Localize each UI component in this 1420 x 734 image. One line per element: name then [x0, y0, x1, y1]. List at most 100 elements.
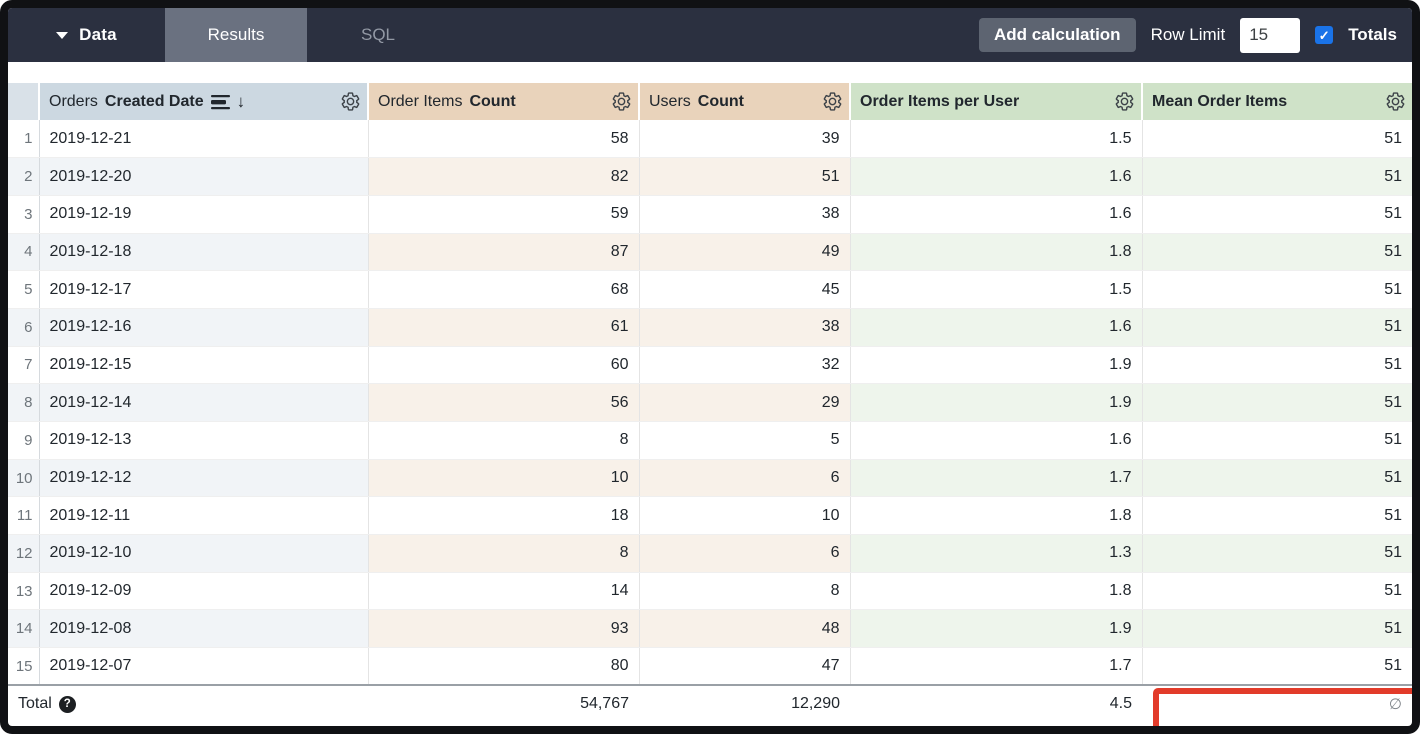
cell-date[interactable]: 2019-12-09 — [39, 572, 369, 611]
help-icon[interactable]: ? — [58, 695, 76, 713]
cell-date[interactable]: 2019-12-14 — [39, 383, 369, 422]
cell-users-count[interactable]: 5 — [639, 421, 851, 460]
cell-date[interactable]: 2019-12-12 — [39, 459, 369, 498]
column-header-order-items-count[interactable]: Order Items Count — [368, 83, 640, 120]
cell-order-items-count[interactable]: 68 — [368, 270, 640, 309]
cell-mean-order-items[interactable]: 51 — [1142, 421, 1412, 460]
cell-mean-order-items[interactable]: 51 — [1142, 308, 1412, 347]
cell-date[interactable]: 2019-12-16 — [39, 308, 369, 347]
cell-date[interactable]: 2019-12-15 — [39, 346, 369, 385]
cell-order-items-per-user[interactable]: 1.6 — [850, 195, 1143, 234]
cell-date[interactable]: 2019-12-11 — [39, 496, 369, 536]
cell-mean-order-items[interactable]: 51 — [1142, 270, 1412, 309]
cell-users-count[interactable]: 8 — [639, 572, 851, 611]
cell-users-count[interactable]: 10 — [639, 496, 851, 536]
cell-order-items-count[interactable]: 60 — [368, 346, 640, 385]
cell-order-items-per-user[interactable]: 1.9 — [850, 346, 1143, 385]
cell-users-count[interactable]: 38 — [639, 195, 851, 234]
toolbar-table-gap — [8, 62, 1412, 83]
totals-checkbox[interactable]: ✓ — [1315, 26, 1334, 44]
add-calculation-button[interactable]: Add calculation — [978, 18, 1136, 52]
cell-users-count[interactable]: 6 — [639, 534, 851, 573]
cell-date[interactable]: 2019-12-08 — [39, 609, 369, 649]
cell-order-items-per-user[interactable]: 1.5 — [850, 270, 1143, 309]
column-header-orders-created-date[interactable]: Orders Created Date ↓ — [39, 83, 369, 120]
row-number: 5 — [8, 270, 40, 309]
cell-mean-order-items[interactable]: 51 — [1142, 534, 1412, 573]
gear-icon[interactable] — [611, 91, 632, 112]
gear-icon[interactable] — [1114, 91, 1135, 112]
cell-users-count[interactable]: 29 — [639, 383, 851, 422]
cell-order-items-per-user[interactable]: 1.9 — [850, 609, 1143, 649]
column-header-users-count[interactable]: Users Count — [639, 83, 851, 120]
cell-order-items-count[interactable]: 10 — [368, 459, 640, 498]
cell-users-count[interactable]: 39 — [639, 120, 851, 159]
cell-order-items-count[interactable]: 8 — [368, 421, 640, 460]
tab-results[interactable]: Results — [165, 8, 307, 62]
cell-users-count[interactable]: 38 — [639, 308, 851, 347]
cell-users-count[interactable]: 32 — [639, 346, 851, 385]
cell-mean-order-items[interactable]: 51 — [1142, 233, 1412, 272]
sort-desc-arrow-icon: ↓ — [236, 91, 246, 111]
cell-date[interactable]: 2019-12-10 — [39, 534, 369, 573]
cell-order-items-count[interactable]: 80 — [368, 647, 640, 686]
cell-users-count[interactable]: 45 — [639, 270, 851, 309]
cell-order-items-per-user[interactable]: 1.6 — [850, 421, 1143, 460]
cell-users-count[interactable]: 48 — [639, 609, 851, 649]
cell-order-items-per-user[interactable]: 1.8 — [850, 496, 1143, 536]
cell-mean-order-items[interactable]: 51 — [1142, 157, 1412, 196]
cell-order-items-count[interactable]: 56 — [368, 383, 640, 422]
cell-order-items-per-user[interactable]: 1.6 — [850, 157, 1143, 196]
cell-date[interactable]: 2019-12-17 — [39, 270, 369, 309]
gear-icon[interactable] — [822, 91, 843, 112]
gear-icon[interactable] — [340, 91, 361, 112]
cell-date[interactable]: 2019-12-21 — [39, 120, 369, 159]
cell-order-items-count[interactable]: 87 — [368, 233, 640, 272]
cell-mean-order-items[interactable]: 51 — [1142, 346, 1412, 385]
cell-order-items-count[interactable]: 59 — [368, 195, 640, 234]
cell-mean-order-items[interactable]: 51 — [1142, 572, 1412, 611]
cell-order-items-count[interactable]: 93 — [368, 609, 640, 649]
cell-order-items-count[interactable]: 8 — [368, 534, 640, 573]
cell-mean-order-items[interactable]: 51 — [1142, 496, 1412, 536]
table-row: 14 2019-12-08 93 48 1.9 51 — [8, 609, 1412, 649]
cell-order-items-per-user[interactable]: 1.8 — [850, 572, 1143, 611]
column-view-label: Users — [649, 92, 691, 110]
cell-order-items-per-user[interactable]: 1.6 — [850, 308, 1143, 347]
cell-date[interactable]: 2019-12-18 — [39, 233, 369, 272]
cell-order-items-count[interactable]: 58 — [368, 120, 640, 159]
cell-order-items-count[interactable]: 18 — [368, 496, 640, 536]
cell-mean-order-items[interactable]: 51 — [1142, 120, 1412, 159]
cell-users-count[interactable]: 51 — [639, 157, 851, 196]
cell-mean-order-items[interactable]: 51 — [1142, 383, 1412, 422]
cell-order-items-per-user[interactable]: 1.7 — [850, 459, 1143, 498]
cell-mean-order-items[interactable]: 51 — [1142, 647, 1412, 686]
cell-users-count[interactable]: 47 — [639, 647, 851, 686]
column-field-label: Count — [469, 92, 516, 110]
cell-order-items-count[interactable]: 61 — [368, 308, 640, 347]
sort-bars-icon — [211, 94, 230, 110]
row-limit-input[interactable] — [1240, 17, 1301, 53]
cell-order-items-per-user[interactable]: 1.7 — [850, 647, 1143, 686]
row-number: 12 — [8, 534, 40, 573]
gear-icon[interactable] — [1385, 91, 1406, 112]
cell-order-items-count[interactable]: 82 — [368, 157, 640, 196]
cell-order-items-count[interactable]: 14 — [368, 572, 640, 611]
cell-date[interactable]: 2019-12-07 — [39, 647, 369, 686]
column-header-mean-order-items[interactable]: Mean Order Items — [1142, 83, 1412, 120]
cell-date[interactable]: 2019-12-19 — [39, 195, 369, 234]
cell-mean-order-items[interactable]: 51 — [1142, 459, 1412, 498]
cell-order-items-per-user[interactable]: 1.8 — [850, 233, 1143, 272]
cell-mean-order-items[interactable]: 51 — [1142, 609, 1412, 649]
cell-order-items-per-user[interactable]: 1.5 — [850, 120, 1143, 159]
cell-users-count[interactable]: 6 — [639, 459, 851, 498]
cell-order-items-per-user[interactable]: 1.3 — [850, 534, 1143, 573]
cell-date[interactable]: 2019-12-20 — [39, 157, 369, 196]
cell-mean-order-items[interactable]: 51 — [1142, 195, 1412, 234]
tab-sql[interactable]: SQL — [360, 25, 396, 44]
data-section-toggle[interactable]: Data — [8, 8, 165, 62]
cell-order-items-per-user[interactable]: 1.9 — [850, 383, 1143, 422]
cell-date[interactable]: 2019-12-13 — [39, 421, 369, 460]
cell-users-count[interactable]: 49 — [639, 233, 851, 272]
column-header-order-items-per-user[interactable]: Order Items per User — [850, 83, 1143, 120]
